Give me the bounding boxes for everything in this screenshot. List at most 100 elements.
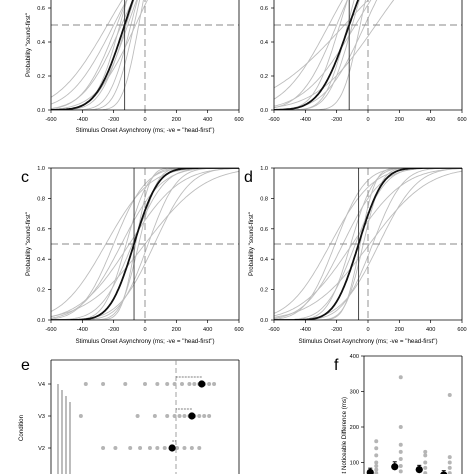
individual-curve-8 <box>274 0 348 110</box>
y-tick-label: 1.0 <box>260 166 268 172</box>
y-tick-label: 0.2 <box>260 288 268 294</box>
x-tick-label: 600 <box>457 327 466 333</box>
individual-point <box>172 414 177 418</box>
y-tick-label: 0.8 <box>37 196 45 202</box>
y-tick-label: V4 <box>38 382 45 388</box>
individual-point <box>398 464 403 469</box>
panel-label: c <box>21 169 29 186</box>
individual-point <box>152 414 157 418</box>
individual-point <box>423 465 428 470</box>
x-tick-label: 400 <box>203 117 212 123</box>
y-tick-label: V2 <box>38 446 45 452</box>
y-tick-label: 0.4 <box>260 40 268 46</box>
individual-point <box>423 460 428 465</box>
individual-point <box>162 446 167 450</box>
panel-label: d <box>244 169 253 186</box>
individual-curve-9 <box>274 0 372 107</box>
individual-point <box>165 414 170 418</box>
x-tick-label: -600 <box>268 327 279 333</box>
y-tick-label: 0.0 <box>37 318 45 324</box>
individual-point <box>447 393 452 398</box>
y-tick-label: 0.4 <box>260 257 268 263</box>
x-tick-label: 200 <box>395 117 404 123</box>
individual-point <box>177 414 182 418</box>
individual-point <box>374 471 379 474</box>
individual-point <box>398 449 403 454</box>
x-tick-label: 200 <box>172 117 181 123</box>
individual-point <box>83 382 88 386</box>
x-axis-label: Stimulus Onset Asynchrony (ms; -ve = "he… <box>75 338 214 345</box>
individual-curve-2 <box>51 0 135 110</box>
y-tick-label: V3 <box>38 414 45 420</box>
x-tick-label: 400 <box>426 117 435 123</box>
individual-point <box>423 449 428 454</box>
x-tick-label: 200 <box>395 327 404 333</box>
individual-point <box>143 382 147 386</box>
y-tick-label: 400 <box>350 354 359 360</box>
mean-curve <box>51 0 134 110</box>
mean-point <box>366 468 374 474</box>
mean-curve <box>51 168 239 320</box>
x-tick-label: -200 <box>331 117 342 123</box>
y-axis-label: Just Noticeable Difference (ms) <box>341 397 348 474</box>
x-tick-label: 0 <box>366 117 369 123</box>
y-tick-label: 200 <box>350 425 359 431</box>
y-axis-label: Condition <box>18 414 25 441</box>
individual-point <box>212 382 217 386</box>
x-tick-label: -400 <box>77 117 88 123</box>
individual-point <box>175 446 180 450</box>
panel-label: f <box>334 357 339 374</box>
individual-curve-6 <box>51 168 239 320</box>
mean-point <box>198 380 206 388</box>
y-tick-label: 0.6 <box>37 227 45 233</box>
x-tick-label: -400 <box>300 327 311 333</box>
panel-label: e <box>21 357 30 374</box>
x-tick-label: -200 <box>331 327 342 333</box>
individual-curve-11 <box>51 0 148 110</box>
y-tick-label: 1.0 <box>37 166 45 172</box>
individual-point <box>189 446 194 450</box>
individual-point <box>423 471 428 474</box>
individual-point <box>374 446 379 451</box>
x-tick-label: 600 <box>234 327 243 333</box>
individual-point <box>202 414 207 418</box>
individual-curve-4 <box>51 0 128 105</box>
y-tick-label: 0.8 <box>260 196 268 202</box>
plot-area <box>274 0 462 110</box>
individual-curve-10 <box>274 0 355 110</box>
plot-area <box>274 168 462 320</box>
individual-point <box>182 414 187 418</box>
panel-f: f 100 200 300 400 Just Noticeable Difference … <box>334 354 463 474</box>
mean-point <box>415 466 423 474</box>
x-tick-label: 0 <box>143 327 146 333</box>
mean-point <box>168 444 176 452</box>
y-tick-label: 0.2 <box>37 288 45 294</box>
individual-point <box>138 446 143 450</box>
individual-point <box>447 465 452 470</box>
individual-point <box>374 464 379 469</box>
individual-point <box>374 439 379 444</box>
panel-e: e Condition V4 V3 V2 <box>18 357 240 474</box>
individual-point <box>207 382 212 386</box>
individual-point <box>374 460 379 465</box>
individual-point <box>447 460 452 465</box>
panel-b: -600 -400 -200 0 200 400 600 0.0 0.2 0.4 0.6 <box>260 0 467 123</box>
x-tick-label: 0 <box>143 117 146 123</box>
panel-c: -600 -400 -200 0 200 400 600 0.0 0.2 0.4 0.6 0.8 1.0… <box>21 166 244 345</box>
individual-point <box>423 453 428 458</box>
individual-point <box>398 469 403 474</box>
individual-point <box>78 414 83 418</box>
panel-a: -600 -400 -200 0 200 400 600 0.0 0.2 0.4 0.6 Stimul… <box>25 0 244 134</box>
plot-area <box>51 168 239 320</box>
individual-curve-5 <box>274 168 462 317</box>
y-axis-label: Probability "sound-first" <box>248 212 255 276</box>
y-tick-label: 0.6 <box>260 227 268 233</box>
x-axis-label: Stimulus Onset Asynchrony (ms; -ve = "he… <box>298 338 437 345</box>
individual-point <box>398 456 403 461</box>
plot-area <box>51 0 239 110</box>
individual-point <box>374 453 379 458</box>
x-tick-label: -200 <box>108 327 119 333</box>
individual-point <box>207 414 212 418</box>
x-tick-label: -600 <box>45 327 56 333</box>
individual-point <box>101 446 106 450</box>
